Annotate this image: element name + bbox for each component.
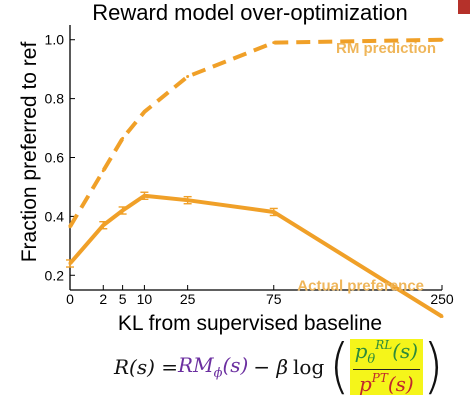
x-tick-label: 250 (430, 291, 454, 307)
chart-title: Reward model over-optimization (92, 0, 407, 25)
formula-denominator: pPT(s) (359, 370, 414, 395)
data-point-rm-prediction (142, 110, 146, 114)
x-axis-label: KL from supervised baseline (118, 312, 382, 335)
x-tick-label: 0 (66, 291, 74, 307)
series-labels: RM prediction Actual preference (297, 40, 436, 295)
formula-rm-term: RMϕ(s) (178, 353, 248, 381)
data-point-rm-prediction (121, 136, 125, 140)
y-tick-label: 0.4 (45, 208, 65, 224)
data-point-rm-prediction (186, 75, 190, 79)
formula-rm-symbol: RM (178, 353, 214, 377)
formula-fraction: pθRL(s) pPT(s) (349, 338, 424, 395)
formula-num-sup: RL (375, 338, 393, 353)
series-label-rm-prediction: RM prediction (336, 40, 436, 57)
corner-mark (458, 0, 470, 14)
reward-formula: R(s) = RMϕ(s) − β log ( pθRL(s) pPT(s) ) (114, 335, 443, 399)
y-tick-label: 0.8 (45, 91, 65, 107)
formula-num-base: p (354, 339, 368, 364)
formula-den-sup: PT (371, 370, 388, 385)
axes (69, 25, 442, 291)
data-point-rm-prediction (272, 41, 276, 45)
formula-num-arg: (s) (392, 339, 419, 364)
data-point-actual-preference (440, 315, 444, 318)
formula-rm-arg: (s) (222, 353, 249, 377)
data-point-rm-prediction (440, 38, 444, 42)
data-point-rm-prediction (68, 225, 72, 229)
formula-rm-subscript: ϕ (213, 366, 223, 381)
formula-close-paren: ) (423, 332, 444, 402)
x-tick-label: 25 (180, 291, 196, 307)
ticks: 0 2 5 10 25 75 250 0.2 0.4 0.6 0.8 1.0 (45, 32, 454, 307)
series-label-actual-preference: Actual preference (297, 278, 424, 295)
y-tick-label: 0.6 (45, 150, 65, 166)
formula-num-sub: θ (367, 352, 376, 368)
y-axis-label: Fraction preferred to ref (18, 42, 41, 263)
formula-den-arg: (s) (387, 371, 414, 396)
formula-lhs: R(s) = (114, 355, 179, 379)
formula-log: log (293, 355, 325, 379)
series (66, 37, 444, 319)
data-point-rm-prediction (101, 169, 105, 173)
formula-numerator: pθRL(s) (352, 338, 421, 370)
x-tick-label: 2 (99, 291, 107, 307)
x-tick-label: 5 (119, 291, 127, 307)
y-tick-label: 1.0 (45, 32, 65, 48)
formula-minus-beta: − β (253, 355, 289, 379)
formula-den-base: p (358, 371, 372, 396)
series-line-rm-prediction (68, 37, 443, 228)
y-tick-label: 0.2 (45, 267, 65, 283)
x-tick-label: 10 (137, 291, 153, 307)
formula-open-paren: ( (329, 332, 350, 402)
x-tick-label: 75 (266, 291, 282, 307)
